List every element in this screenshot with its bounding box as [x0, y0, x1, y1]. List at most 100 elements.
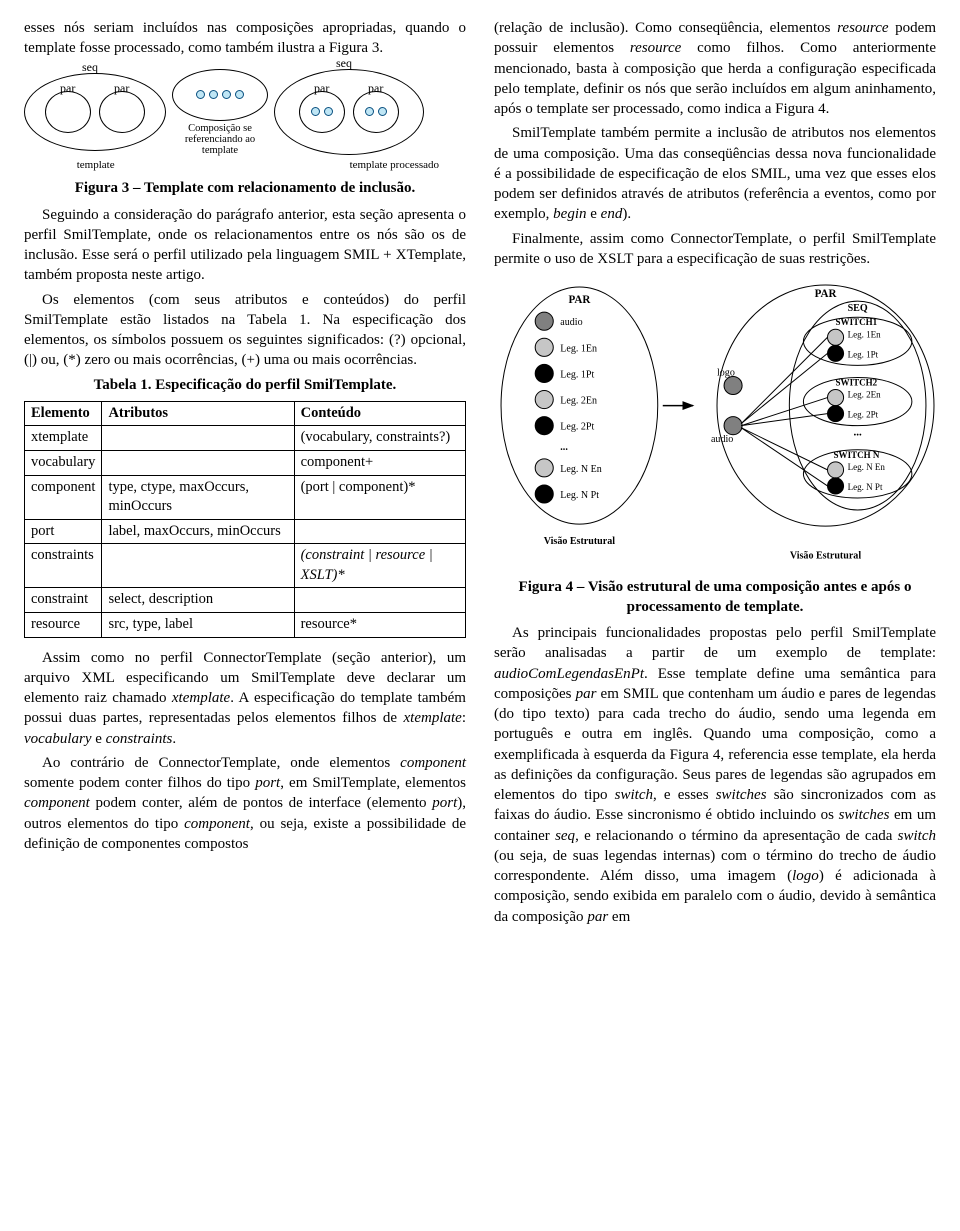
svg-text:SEQ: SEQ — [848, 303, 868, 314]
cell: (vocabulary, constraints?) — [294, 426, 465, 451]
text: podem conter, além de pontos de interfac… — [90, 795, 432, 811]
table-row: port label, maxOccurs, minOccurs — [25, 519, 466, 544]
text-italic: end — [601, 206, 623, 222]
template-ellipse-right: par par — [274, 69, 424, 155]
text: e — [586, 206, 600, 222]
text-italic: switch — [898, 828, 936, 844]
svg-text:PAR: PAR — [815, 288, 838, 300]
cell: select, description — [102, 588, 294, 613]
mid-caption-line: referenciando ao — [172, 134, 268, 145]
figure-4-svg: PAR audio Leg. 1En Leg. 1Pt Leg. 2En Leg… — [494, 275, 936, 566]
par-label: par — [368, 80, 383, 96]
under-label-right: template processado — [323, 158, 466, 173]
text-italic: par — [576, 686, 597, 702]
text-italic: constraints — [106, 731, 173, 747]
inner-dots — [309, 102, 335, 122]
svg-text:Leg. 1Pt: Leg. 1Pt — [560, 369, 594, 380]
svg-text:SWITCH N: SWITCH N — [834, 450, 880, 460]
paragraph: Seguindo a consideração do parágrafo ant… — [24, 205, 466, 286]
cell: port — [25, 519, 102, 544]
svg-text:Leg. 1Pt: Leg. 1Pt — [848, 349, 879, 359]
text-italic: xtemplate — [172, 690, 230, 706]
svg-text:Leg. 2Pt: Leg. 2Pt — [848, 410, 879, 420]
svg-text:...: ... — [560, 442, 568, 453]
text: (relação de inclusão). Como conseqüência… — [494, 20, 837, 36]
svg-text:audio: audio — [711, 434, 733, 445]
text-italic: vocabulary — [24, 731, 91, 747]
paragraph: Assim como no perfil ConnectorTemplate (… — [24, 648, 466, 749]
cell: type, ctype, maxOccurs, minOccurs — [102, 475, 294, 519]
cell — [102, 426, 294, 451]
text: , e esses — [653, 787, 716, 803]
table-row: vocabulary component+ — [25, 451, 466, 476]
intro-paragraph: esses nós seriam incluídos nas composiçõ… — [24, 18, 466, 59]
text-italic: component — [184, 816, 250, 832]
svg-text:Visão Estrutural: Visão Estrutural — [790, 550, 861, 561]
dot-row — [196, 90, 244, 99]
text-italic: port — [432, 795, 457, 811]
inner-dots — [363, 102, 389, 122]
text-italic: switch — [615, 787, 653, 803]
right-column: (relação de inclusão). Como conseqüência… — [494, 18, 936, 931]
left-par-title: PAR — [568, 294, 591, 306]
cell — [294, 519, 465, 544]
text: ). — [622, 206, 631, 222]
svg-text:Leg. N En: Leg. N En — [560, 464, 602, 475]
svg-text:SWITCH2: SWITCH2 — [836, 377, 878, 387]
text-italic: audioComLegendasEnPt — [494, 666, 644, 682]
cell — [102, 451, 294, 476]
par-label: par — [60, 80, 75, 96]
cell: vocabulary — [25, 451, 102, 476]
mid-caption: Composição se referenciando ao template — [172, 123, 268, 156]
mid-caption-line: template — [172, 145, 268, 156]
paragraph: Ao contrário de ConnectorTemplate, onde … — [24, 753, 466, 854]
text: . — [172, 731, 176, 747]
text-italic: resource — [837, 20, 888, 36]
par-sub-2: par — [99, 91, 145, 133]
svg-text:Leg. 2Pt: Leg. 2Pt — [560, 422, 594, 433]
svg-text:...: ... — [854, 427, 863, 439]
cell: label, maxOccurs, minOccurs — [102, 519, 294, 544]
figure-4-caption: Figura 4 – Visão estrutural de uma compo… — [494, 577, 936, 618]
th-elemento: Elemento — [25, 401, 102, 426]
figure-4: PAR audio Leg. 1En Leg. 1Pt Leg. 2En Leg… — [494, 275, 936, 573]
text-italic: switches — [839, 807, 890, 823]
svg-text:Visão Estrutural: Visão Estrutural — [544, 536, 615, 547]
svg-text:Leg. 2En: Leg. 2En — [560, 396, 597, 407]
paragraph: As principais funcionalidades propostas … — [494, 623, 936, 927]
left-column: esses nós seriam incluídos nas composiçõ… — [24, 18, 466, 931]
paragraph: Finalmente, assim como ConnectorTemplate… — [494, 229, 936, 270]
cell: (port | component)* — [294, 475, 465, 519]
text: somente podem conter filhos do tipo — [24, 775, 255, 791]
svg-text:Leg. N En: Leg. N En — [848, 462, 886, 472]
svg-text:Leg. N Pt: Leg. N Pt — [848, 482, 883, 492]
cell: constraints — [25, 544, 102, 588]
table-row: component type, ctype, maxOccurs, minOcc… — [25, 475, 466, 519]
text: em — [608, 909, 630, 925]
par-label: par — [114, 80, 129, 96]
table-row: constraints (constraint | resource | XSL… — [25, 544, 466, 588]
paragraph: SmilTemplate também permite a inclusão d… — [494, 123, 936, 224]
text-italic: begin — [553, 206, 586, 222]
svg-text:audio: audio — [560, 317, 582, 328]
par-sub-processed-1: par — [299, 91, 345, 133]
par-sub-1: par — [45, 91, 91, 133]
text: As principais funcionalidades propostas … — [494, 625, 936, 661]
svg-text:Leg. 2En: Leg. 2En — [848, 390, 882, 400]
text-italic: resource — [630, 40, 681, 56]
text-italic: port — [255, 775, 280, 791]
figure-3: seq par par — [24, 69, 466, 173]
par-sub-processed-2: par — [353, 91, 399, 133]
svg-text:Leg. 1En: Leg. 1En — [560, 343, 597, 354]
svg-text:Leg. N Pt: Leg. N Pt — [560, 490, 599, 501]
cell: src, type, label — [102, 612, 294, 637]
text-italic: par — [587, 909, 608, 925]
text: , em SmilTemplate, elementos — [280, 775, 466, 791]
svg-text:SWITCH1: SWITCH1 — [836, 317, 878, 327]
cell: xtemplate — [25, 426, 102, 451]
mid-caption-line: Composição se — [172, 123, 268, 134]
cell: (constraint | resource | XSLT)* — [294, 544, 465, 588]
text-italic: component — [24, 795, 90, 811]
text-italic: component — [400, 755, 466, 771]
th-conteudo: Conteúdo — [294, 401, 465, 426]
